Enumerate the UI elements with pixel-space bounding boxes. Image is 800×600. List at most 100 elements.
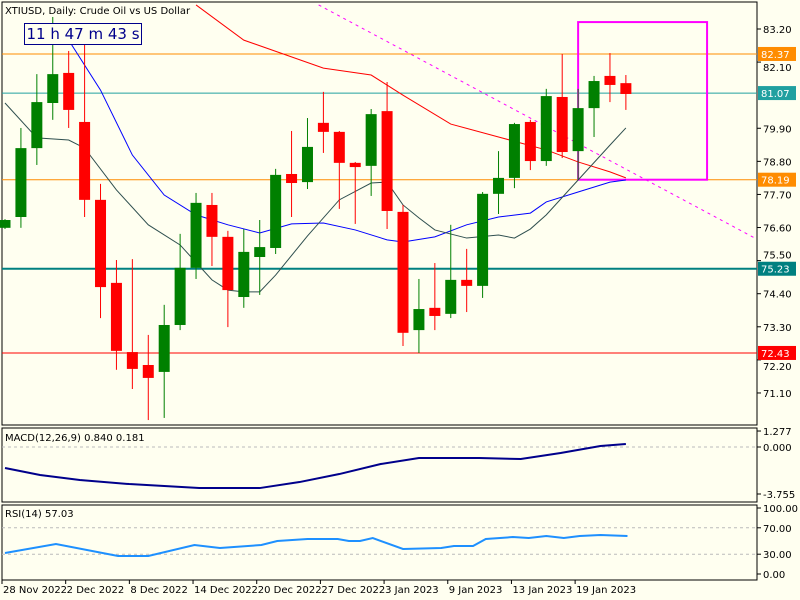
macd-frame xyxy=(1,427,758,503)
x-tick-label: 20 Dec 2022 xyxy=(258,585,322,596)
candle-body xyxy=(126,352,138,369)
x-tick-label: 8 Dec 2022 xyxy=(130,585,188,596)
y-tick-label: 71.10 xyxy=(763,389,792,400)
rsi-line xyxy=(4,534,628,557)
candle xyxy=(317,91,329,153)
candle-body xyxy=(397,211,409,333)
candle-body xyxy=(572,108,584,152)
candle xyxy=(508,122,520,189)
candle xyxy=(79,35,91,217)
candle-body xyxy=(524,121,536,162)
candle-body xyxy=(158,324,170,372)
candle-body xyxy=(190,202,202,268)
candle xyxy=(333,130,345,209)
candle xyxy=(15,127,27,228)
candle-body xyxy=(349,162,361,168)
main-pane: 83.20 82.10 79.90 78.80 77.70 76.60 75.50 74.40… xyxy=(0,1,796,581)
candle xyxy=(63,50,75,128)
candle xyxy=(126,259,138,390)
rsi-tick-label: 30.00 xyxy=(763,550,792,561)
candle xyxy=(95,183,107,319)
candle-body xyxy=(47,74,59,103)
candle xyxy=(270,168,282,254)
candle xyxy=(461,248,473,313)
candle-body xyxy=(270,174,282,248)
macd-pane: 1.277 0.000 -3.755 xyxy=(2,427,795,501)
candle-body xyxy=(381,111,393,211)
candle-body xyxy=(540,96,552,162)
candle xyxy=(158,304,170,418)
candle xyxy=(301,118,313,190)
y-tick-label: 82.10 xyxy=(763,63,792,74)
y-tick-label: 74.40 xyxy=(763,290,792,301)
moving-average-mid xyxy=(68,39,626,243)
candle xyxy=(222,230,234,328)
y-tick-label: 77.70 xyxy=(763,190,792,201)
candle xyxy=(0,219,11,230)
y-tick-label: 76.60 xyxy=(763,224,792,235)
y-tick-label: 73.30 xyxy=(763,323,792,334)
macd-label: MACD(12,26,9) 0.840 0.181 xyxy=(5,433,145,444)
x-tick-label: 9 Jan 2023 xyxy=(449,585,503,596)
price-level-badge xyxy=(758,46,796,61)
x-tick-label: 13 Jan 2023 xyxy=(512,585,572,596)
candle-body xyxy=(142,364,154,378)
price-level-label: 81.07 xyxy=(761,89,790,100)
candle-body xyxy=(556,96,568,153)
candle-body xyxy=(413,309,425,331)
price-level-label: 75.23 xyxy=(761,265,790,276)
x-tick-label: 14 Dec 2022 xyxy=(194,585,258,596)
candle-body xyxy=(238,251,250,298)
price-level-badge xyxy=(758,261,796,276)
candle xyxy=(174,233,186,331)
candle-body xyxy=(333,131,345,163)
candle xyxy=(286,130,298,217)
time-axis: 28 Nov 2022 2 Dec 2022 8 Dec 2022 14 Dec 20… xyxy=(1,580,636,596)
candle xyxy=(493,151,505,214)
candle xyxy=(556,53,568,159)
candle xyxy=(572,88,584,181)
rsi-tick-label: 100.00 xyxy=(763,504,798,515)
rsi-tick-label: 70.00 xyxy=(763,524,792,535)
candle xyxy=(254,220,266,295)
main-frame xyxy=(1,1,758,426)
countdown-timer: 11 h 47 m 43 s xyxy=(24,23,142,45)
rsi-pane: 100.00 70.00 30.00 0.00 xyxy=(2,504,798,581)
candle-body xyxy=(286,173,298,184)
candle xyxy=(238,229,250,308)
candle-body xyxy=(493,177,505,194)
y-tick-label: 72.20 xyxy=(763,362,792,373)
candle xyxy=(540,88,552,166)
candle xyxy=(588,75,600,137)
candle-body xyxy=(461,279,473,286)
price-level-badge xyxy=(758,172,796,187)
candle xyxy=(31,74,43,165)
candle-body xyxy=(95,199,107,288)
candle xyxy=(381,81,393,230)
candle-body xyxy=(588,81,600,109)
macd-tick-label: 0.000 xyxy=(763,443,792,454)
candle-body xyxy=(79,121,91,200)
rsi-tick-label: 0.00 xyxy=(763,570,785,581)
candle xyxy=(190,192,202,279)
rsi-frame xyxy=(1,504,758,581)
y-tick-label: 78.80 xyxy=(763,157,792,168)
price-level-badge xyxy=(758,86,796,101)
candle-body xyxy=(301,146,313,183)
candle xyxy=(413,278,425,353)
candle-body xyxy=(110,282,122,351)
candle-body xyxy=(620,83,632,94)
macd-tick-label: 1.277 xyxy=(763,427,792,438)
x-tick-label: 2 Dec 2022 xyxy=(67,585,125,596)
candle xyxy=(620,75,632,110)
candle xyxy=(429,263,441,331)
trendline xyxy=(318,4,756,239)
x-tick-label: 3 Jan 2023 xyxy=(385,585,439,596)
price-level-badge xyxy=(758,345,796,360)
chart-title: XTIUSD, Daily: Crude Oil vs US Dollar xyxy=(5,6,191,17)
macd-line xyxy=(4,442,626,490)
candle-body xyxy=(445,279,457,314)
candle xyxy=(349,161,361,224)
candle-body xyxy=(15,148,27,217)
